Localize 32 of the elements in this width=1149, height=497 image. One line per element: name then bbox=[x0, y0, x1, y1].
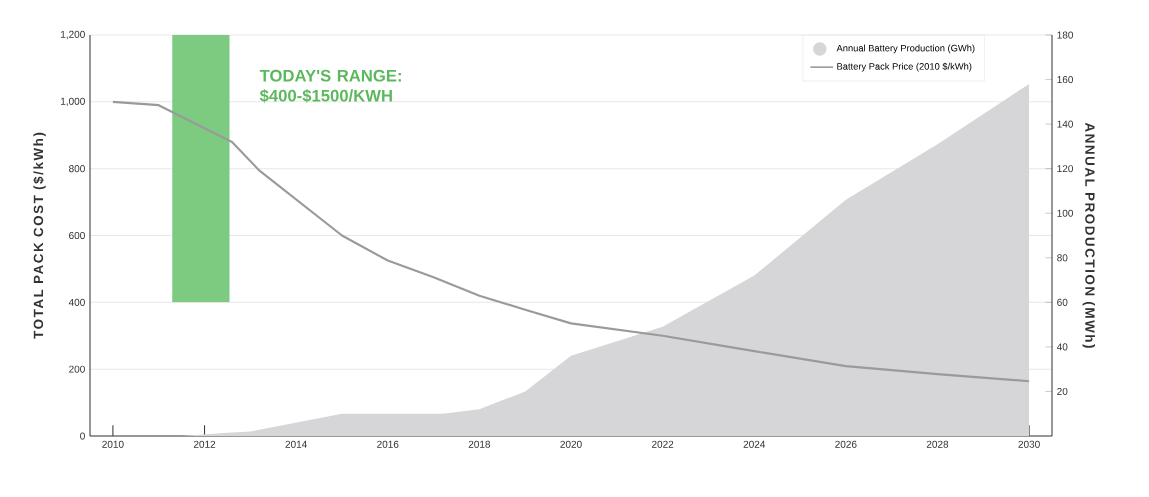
y-axis-title: TOTAL PACK COST ($/kWh) bbox=[33, 132, 46, 339]
y2-tick-label: 60 bbox=[1057, 298, 1068, 306]
x-tick-label: 2016 bbox=[377, 440, 399, 448]
x-tick-label: 2020 bbox=[560, 440, 582, 448]
x-tick-label: 2022 bbox=[652, 440, 674, 448]
y-tick-label: 200 bbox=[69, 365, 85, 373]
y2-tick-label: 140 bbox=[1057, 120, 1073, 128]
y-tick-label: 1,200 bbox=[61, 30, 85, 40]
y-tick-label: 400 bbox=[68, 298, 85, 306]
x-tick-label: 2030 bbox=[1018, 440, 1040, 448]
annotation: TODAY'S RANGE: $400-$1500/KWH bbox=[259, 69, 401, 103]
y-tick-label: 1,000 bbox=[61, 97, 85, 106]
y2-tick-label: 100 bbox=[1057, 209, 1073, 217]
y-tick-label: 800 bbox=[69, 165, 85, 173]
y-tick-label: 0 bbox=[80, 432, 85, 440]
y2-tick-label: 160 bbox=[1057, 76, 1073, 84]
y2-tick-label: 180 bbox=[1057, 31, 1073, 39]
x-tick-label: 2014 bbox=[285, 440, 307, 448]
y2-axis-title: ANNUAL PRODUCTION (MWh) bbox=[1082, 122, 1095, 348]
x-tick-label: 2026 bbox=[835, 440, 857, 448]
legend-label: Battery Pack Price (2010 $/kWh) bbox=[837, 62, 972, 72]
y2-tick-label: 20 bbox=[1057, 387, 1068, 395]
x-tick-label: 2028 bbox=[926, 440, 949, 448]
legend-label: Annual Battery Production (GWh) bbox=[836, 44, 975, 54]
x-tick-label: 2024 bbox=[743, 440, 766, 448]
x-tick-label: 2018 bbox=[468, 440, 491, 448]
y2-tick-label: 120 bbox=[1057, 165, 1073, 173]
y2-tick-label: 40 bbox=[1056, 343, 1068, 351]
y2-tick-label: 80 bbox=[1057, 254, 1068, 262]
x-tick-label: 2010 bbox=[102, 440, 124, 448]
x-tick-label: 2012 bbox=[193, 440, 216, 448]
y-tick-label: 600 bbox=[69, 231, 85, 240]
